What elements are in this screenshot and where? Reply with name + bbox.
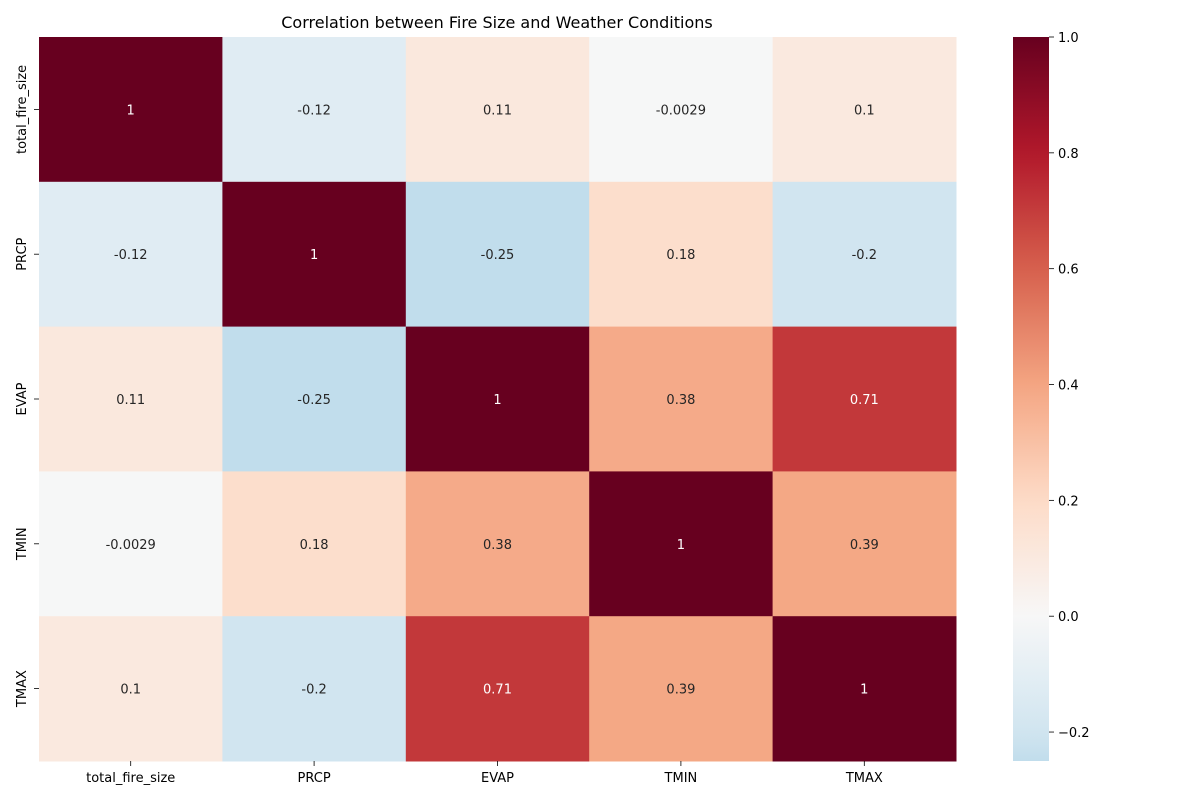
heatmap-cell — [405, 181, 590, 328]
heatmap-cells: 1 -0.12 0.11 -0.0029 0.1-0.12 1 -0.25 0.18 -0.20… — [39, 37, 957, 762]
cell-value-label: -0.0029 — [106, 538, 156, 553]
colorbar-tick-label: 0.0 — [1058, 610, 1079, 625]
heatmap-cell — [589, 326, 774, 472]
heatmap-cell — [405, 471, 590, 617]
x-tick-label: EVAP — [481, 771, 514, 786]
x-tick-label: total_fire_size — [86, 771, 175, 786]
heatmap-cell — [772, 471, 957, 617]
cell-value-label: 1 — [677, 538, 685, 553]
cell-value-label: 1 — [860, 683, 868, 698]
heatmap-cell — [39, 181, 223, 328]
cell-value-label: 0.38 — [483, 538, 512, 553]
cell-value-label: 0.11 — [483, 103, 512, 118]
heatmap-cell — [405, 616, 590, 762]
heatmap-cell — [405, 37, 590, 183]
x-tick-label: TMAX — [845, 771, 883, 786]
cell-value-label: 0.71 — [850, 393, 879, 408]
heatmap-cell — [39, 616, 223, 762]
heatmap-cell — [589, 616, 774, 762]
cell-value-label: 0.1 — [854, 103, 875, 118]
heatmap-cell — [222, 471, 407, 617]
cell-value-label: -0.2 — [852, 248, 877, 263]
cell-value-label: 0.18 — [666, 248, 695, 263]
heatmap-cell — [222, 326, 407, 472]
y-axis: total_fire_size PRCP EVAP TMIN TMAX — [15, 65, 39, 708]
cell-value-label: 1 — [493, 393, 501, 408]
colorbar-ticks: −0.2 0.0 0.2 0.4 0.6 0.8 1.0 — [1049, 31, 1090, 741]
cell-value-label: 0.71 — [483, 683, 512, 698]
cell-value-label: 1 — [310, 248, 318, 263]
cell-value-label: -0.0029 — [656, 103, 706, 118]
cell-value-label: -0.2 — [301, 683, 326, 698]
chart-title: Correlation between Fire Size and Weathe… — [281, 13, 712, 32]
cell-value-label: 0.38 — [666, 393, 695, 408]
heatmap-cell — [589, 37, 774, 183]
colorbar-tick-label: 0.8 — [1058, 147, 1079, 162]
heatmap-cell — [222, 616, 407, 762]
heatmap-cell — [772, 181, 957, 328]
cell-value-label: 0.1 — [120, 683, 141, 698]
heatmap-cell — [222, 37, 407, 183]
colorbar: −0.2 0.0 0.2 0.4 0.6 0.8 1.0 — [1013, 31, 1090, 761]
cell-value-label: -0.12 — [114, 248, 148, 263]
cell-value-label: 0.39 — [850, 538, 879, 553]
heatmap-cell — [222, 181, 407, 328]
y-tick-label: total_fire_size — [15, 65, 30, 154]
colorbar-tick-label: 0.4 — [1058, 379, 1079, 394]
cell-value-label: -0.12 — [297, 103, 331, 118]
heatmap-cell — [772, 616, 957, 762]
y-tick-label: TMIN — [15, 527, 30, 561]
cell-value-label: -0.25 — [481, 248, 515, 263]
x-axis: total_fire_size PRCP EVAP TMIN TMAX — [86, 761, 883, 786]
x-tick-label: TMIN — [664, 771, 698, 786]
x-tick-label: PRCP — [298, 771, 331, 786]
cell-value-label: 0.11 — [116, 393, 145, 408]
heatmap-cell — [39, 37, 223, 183]
y-tick-label: PRCP — [15, 237, 30, 270]
cell-value-label: 0.39 — [666, 683, 695, 698]
colorbar-gradient — [1013, 37, 1049, 761]
cell-value-label: -0.25 — [297, 393, 331, 408]
heatmap-cell — [589, 471, 774, 617]
heatmap-cell — [772, 326, 957, 472]
heatmap-cell — [772, 37, 957, 183]
heatmap-cell — [39, 326, 223, 472]
colorbar-tick-label: 1.0 — [1058, 31, 1079, 46]
heatmap-cell — [589, 181, 774, 328]
colorbar-tick-label: 0.2 — [1058, 494, 1079, 509]
y-tick-label: EVAP — [15, 382, 30, 415]
heatmap-cell — [39, 471, 223, 617]
heatmap-cell — [405, 326, 590, 472]
cell-value-label: 1 — [127, 103, 135, 118]
cell-value-label: 0.18 — [300, 538, 329, 553]
y-tick-label: TMAX — [15, 670, 30, 708]
colorbar-tick-label: −0.2 — [1058, 726, 1090, 741]
colorbar-tick-label: 0.6 — [1058, 263, 1079, 278]
